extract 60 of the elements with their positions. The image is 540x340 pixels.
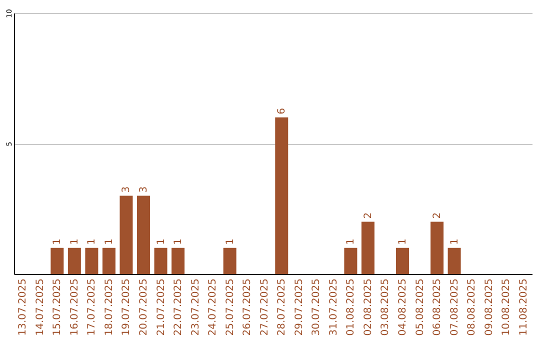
- x-tick-label: 08.08.2025: [466, 278, 478, 336]
- x-tick-label: 20.07.2025: [138, 278, 150, 336]
- x-tick-label: 31.07.2025: [328, 278, 340, 336]
- x-tick-label: 28.07.2025: [276, 278, 288, 336]
- data-label: 1: [449, 238, 460, 245]
- x-tick-label: 24.07.2025: [208, 278, 219, 336]
- x-tick-label: 22.07.2025: [173, 278, 184, 336]
- x-tick-label: 14.07.2025: [34, 278, 46, 336]
- bar: [120, 196, 133, 274]
- bar: [361, 222, 374, 274]
- bar: [68, 248, 81, 274]
- bar: [430, 222, 444, 274]
- bar: [137, 196, 150, 274]
- x-tick-label: 01.08.2025: [346, 278, 357, 336]
- data-label: 1: [69, 238, 80, 245]
- x-tick-label: 26.07.2025: [242, 278, 254, 336]
- bar: [154, 248, 168, 274]
- x-tick-label: 25.07.2025: [224, 278, 236, 336]
- x-tick-label: 27.07.2025: [259, 278, 270, 336]
- data-label: 1: [86, 238, 98, 245]
- bar: [85, 248, 98, 274]
- x-tick-label: 18.07.2025: [104, 278, 115, 336]
- x-tick-label: 30.07.2025: [311, 278, 322, 336]
- x-tick-label: 02.08.2025: [362, 278, 374, 336]
- x-tick-label: 11.08.2025: [518, 278, 530, 336]
- data-label: 1: [173, 238, 184, 245]
- x-tick-label: 13.07.2025: [18, 278, 29, 336]
- x-tick-label: 09.08.2025: [484, 278, 495, 336]
- x-tick-label: 06.08.2025: [432, 278, 444, 336]
- data-label: 1: [104, 238, 115, 245]
- x-tick-label: 07.08.2025: [449, 278, 460, 336]
- x-tick-label: 04.08.2025: [398, 278, 408, 336]
- data-label: 1: [224, 238, 236, 245]
- data-label: 1: [52, 238, 64, 245]
- data-label: 3: [138, 186, 150, 193]
- bar: [50, 248, 64, 274]
- data-label: 1: [156, 238, 167, 245]
- data-label: 6: [276, 108, 288, 114]
- x-tick-label: 16.07.2025: [69, 278, 80, 336]
- bar: [448, 248, 461, 274]
- bar: [344, 248, 358, 274]
- data-label: 1: [398, 238, 408, 245]
- x-tick-label: 21.07.2025: [156, 278, 167, 336]
- data-label: 1: [346, 238, 357, 245]
- data-label: 3: [121, 186, 132, 193]
- data-label: 2: [362, 212, 374, 219]
- x-tick-label: 23.07.2025: [190, 278, 202, 336]
- x-tick-label: 17.07.2025: [86, 278, 98, 336]
- bar: [223, 248, 236, 274]
- bar: [102, 248, 116, 274]
- x-tick-label: 15.07.2025: [52, 278, 64, 336]
- data-label: 2: [432, 212, 444, 219]
- x-tick-label: 10.08.2025: [501, 278, 512, 336]
- x-tick-label: 19.07.2025: [121, 278, 132, 336]
- bar: [396, 248, 409, 274]
- bar: [275, 117, 288, 274]
- x-tick-label: 05.08.2025: [414, 278, 426, 336]
- x-tick-label: 03.08.2025: [380, 278, 392, 336]
- bar: [172, 248, 185, 274]
- x-tick-label: 29.07.2025: [294, 278, 305, 336]
